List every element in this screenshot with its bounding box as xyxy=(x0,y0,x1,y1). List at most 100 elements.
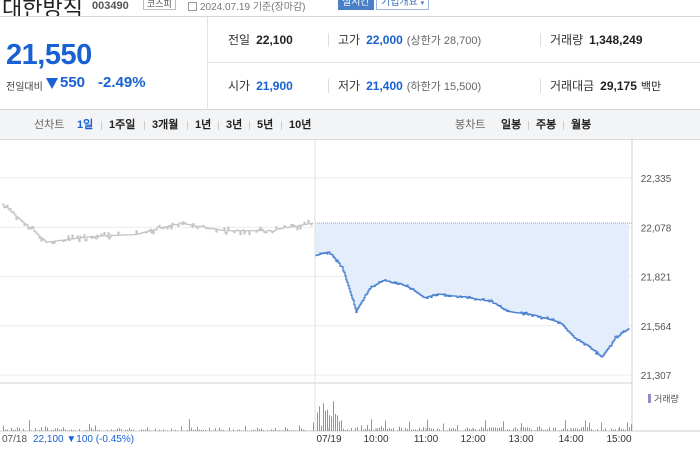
volume-bar xyxy=(449,427,450,431)
volume-bar xyxy=(115,430,116,431)
today-area-fill xyxy=(315,223,629,357)
volume-bar xyxy=(413,429,414,431)
volume-bar xyxy=(371,419,372,431)
volume-bar xyxy=(19,428,20,431)
volume-bar xyxy=(351,428,352,431)
volume-bar xyxy=(423,427,424,431)
volume-bar xyxy=(23,428,24,431)
stat-unit: 백만 xyxy=(640,81,662,93)
volume-bar xyxy=(189,419,190,431)
divider xyxy=(528,121,529,130)
volume-bar xyxy=(467,427,468,431)
volume-bar xyxy=(65,429,66,431)
tab-period-1d[interactable]: 1일 xyxy=(77,119,94,131)
volume-bar xyxy=(203,430,204,431)
volume-bar xyxy=(163,429,164,431)
volume-bar xyxy=(439,429,440,431)
volume-bar xyxy=(111,429,112,431)
volume-bar xyxy=(215,428,216,431)
volume-bar xyxy=(601,422,602,431)
volume-bar xyxy=(475,429,476,431)
y-tick-label: 21,564 xyxy=(641,322,672,333)
tab-candle-weekly[interactable]: 주봉 xyxy=(536,119,557,131)
tab-period-1y[interactable]: 1년 xyxy=(195,119,212,131)
volume-bar xyxy=(3,425,4,431)
volume-bar xyxy=(245,426,246,431)
volume-bar xyxy=(121,429,122,431)
volume-bar xyxy=(299,425,300,431)
volume-bar xyxy=(259,429,260,431)
volume-bar xyxy=(497,428,498,431)
tab-period-5y[interactable]: 5년 xyxy=(257,119,274,131)
volume-bar xyxy=(397,430,398,431)
volume-bar xyxy=(171,428,172,431)
stat-label: 시가 xyxy=(228,79,251,93)
volume-bar xyxy=(407,429,408,431)
volume-bar xyxy=(187,429,188,431)
volume-bar xyxy=(379,427,380,431)
divider xyxy=(144,121,145,130)
volume-bar xyxy=(275,427,276,431)
divider xyxy=(328,79,329,93)
volume-bar xyxy=(291,430,292,431)
volume-bar xyxy=(261,428,262,431)
volume-bar xyxy=(331,416,332,431)
volume-bar xyxy=(367,424,368,431)
volume-bar xyxy=(131,429,132,431)
candle-chart-label: 봉차트 xyxy=(455,119,486,131)
prev-day-price-line xyxy=(2,203,314,245)
volume-bar xyxy=(35,428,36,431)
volume-bar xyxy=(575,428,576,431)
volume-bar xyxy=(145,429,146,431)
volume-bar xyxy=(289,430,290,431)
tab-candle-daily[interactable]: 일봉 xyxy=(501,119,522,131)
y-tick-label: 22,078 xyxy=(641,223,672,234)
tab-period-3y[interactable]: 3년 xyxy=(226,119,243,131)
volume-bar xyxy=(493,427,494,431)
realtime-button[interactable]: 실시간 xyxy=(338,0,374,10)
volume-bar xyxy=(325,411,326,431)
volume-bar xyxy=(79,428,80,431)
tab-candle-monthly[interactable]: 월봉 xyxy=(571,119,592,131)
volume-bar xyxy=(317,412,318,431)
volume-bar xyxy=(73,430,74,431)
volume-bar xyxy=(377,428,378,431)
volume-bar xyxy=(195,429,196,431)
volume-bar xyxy=(603,430,604,431)
volume-bar xyxy=(143,429,144,431)
divider xyxy=(540,79,541,93)
stat-value: 1,348,249 xyxy=(589,33,643,47)
volume-bar xyxy=(279,430,280,431)
tab-period-1w[interactable]: 1주일 xyxy=(109,119,136,131)
tab-period-10y[interactable]: 10년 xyxy=(289,119,312,131)
date-note-text: 2024.07.19 기준(장마감) xyxy=(200,2,306,13)
x-tick-label: 13:00 xyxy=(508,434,534,445)
tab-period-3m[interactable]: 3개월 xyxy=(152,119,179,131)
volume-bar xyxy=(287,428,288,431)
volume-bar xyxy=(525,427,526,431)
chevron-down-icon: ▾ xyxy=(420,0,425,7)
volume-bar xyxy=(277,430,278,431)
volume-bar xyxy=(387,428,388,431)
stat-label: 거래량 xyxy=(550,33,584,47)
volume-bar xyxy=(257,427,258,431)
volume-bar xyxy=(355,427,356,431)
volume-bar xyxy=(631,424,632,431)
volume-bar xyxy=(499,427,500,431)
volume-bar xyxy=(615,429,616,431)
volume-bar xyxy=(53,429,54,431)
volume-bar xyxy=(345,430,346,431)
company-overview-button[interactable]: 기업개요 ▾ xyxy=(376,0,430,10)
volume-bar xyxy=(521,423,522,431)
volume-bar xyxy=(45,426,46,431)
volume-bar xyxy=(527,427,528,431)
volume-bar xyxy=(597,429,598,431)
volume-bar xyxy=(271,429,272,431)
volume-bar xyxy=(543,430,544,431)
volume-bar xyxy=(391,428,392,431)
volume-bar xyxy=(513,428,514,431)
volume-bar xyxy=(339,421,340,431)
market-badge: 코스피 xyxy=(143,0,176,10)
stat-label: 전일 xyxy=(228,33,251,47)
down-arrow-icon xyxy=(46,78,58,89)
